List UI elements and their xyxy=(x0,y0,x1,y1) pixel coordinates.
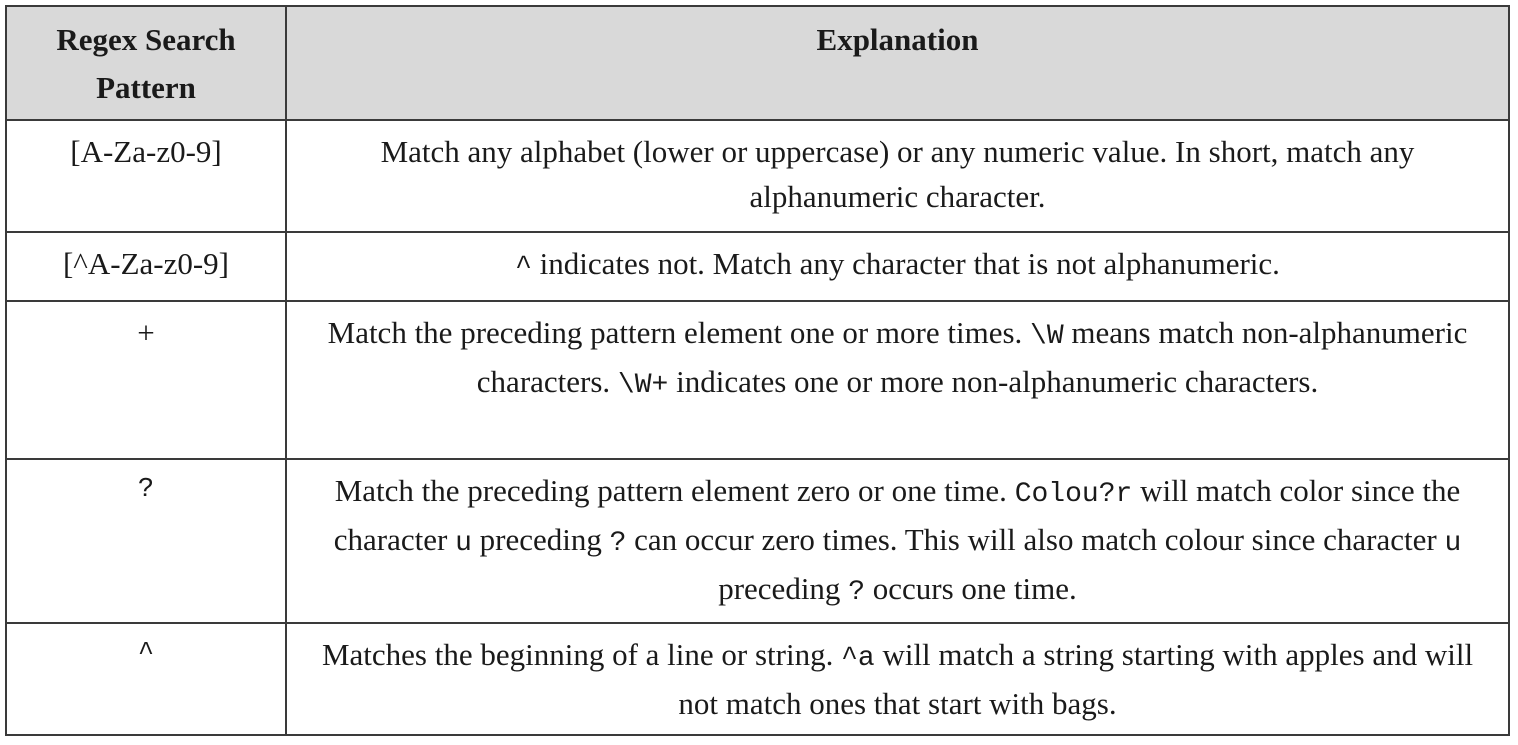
code-snippet: \W+ xyxy=(617,370,669,401)
code-snippet: \W xyxy=(1030,321,1064,352)
table-row: ^ Matches the beginning of a line or str… xyxy=(5,622,1510,736)
explanation-text: will match a string starting with apples… xyxy=(678,637,1474,721)
code-snippet: u xyxy=(1444,528,1462,559)
table-row: [^A-Za-z0-9] ^ indicates not. Match any … xyxy=(5,231,1510,302)
code-snippet: ? xyxy=(609,528,627,559)
code-snippet: ? xyxy=(848,577,865,608)
explanation-text: preceding xyxy=(471,522,610,557)
explanation-text: will match color since the character xyxy=(333,473,1461,557)
table-row: ? Match the preceding pattern element ze… xyxy=(5,458,1510,624)
table-row: + Match the preceding pattern element on… xyxy=(5,300,1510,460)
explanation-text: Match any alphabet (lower or uppercase) … xyxy=(380,134,1415,214)
explanation-text: occurs one time. xyxy=(865,571,1077,606)
explanation-cell: Match the preceding pattern element zero… xyxy=(285,458,1510,624)
explanation-text: means match non-alphanumeric characters. xyxy=(476,315,1468,399)
header-row: Regex Search Pattern Explanation xyxy=(5,5,1510,121)
explanation-text: can occur zero times. This will also mat… xyxy=(626,522,1445,557)
explanation-text: Matches the beginning of a line or strin… xyxy=(321,637,842,672)
header-pattern: Regex Search Pattern xyxy=(5,5,287,121)
explanation-text: indicates one or more non-alphanumeric c… xyxy=(668,364,1319,399)
pattern-cell: + xyxy=(5,300,287,460)
explanation-cell: Match any alphabet (lower or uppercase) … xyxy=(285,119,1510,233)
pattern-cell: [A-Za-z0-9] xyxy=(5,119,287,233)
pattern-cell: ^ xyxy=(5,622,287,736)
explanation-cell: Match the preceding pattern element one … xyxy=(285,300,1510,460)
pattern-cell: [^A-Za-z0-9] xyxy=(5,231,287,302)
explanation-text: Match the preceding pattern element zero… xyxy=(334,473,1015,508)
explanation-cell: ^ indicates not. Match any character tha… xyxy=(285,231,1510,302)
header-explanation: Explanation xyxy=(285,5,1510,121)
code-snippet: ^ xyxy=(515,252,532,283)
code-snippet: u xyxy=(455,528,472,559)
code-snippet: Colou?r xyxy=(1014,479,1133,510)
explanation-text: indicates not. Match any character that … xyxy=(531,246,1280,281)
regex-table: Regex Search Pattern Explanation [A-Za-z… xyxy=(5,5,1510,736)
code-snippet: ^a xyxy=(841,643,875,674)
explanation-text: Match the preceding pattern element one … xyxy=(327,315,1031,350)
table-row: [A-Za-z0-9] Match any alphabet (lower or… xyxy=(5,119,1510,233)
explanation-cell: Matches the beginning of a line or strin… xyxy=(285,622,1510,736)
pattern-cell: ? xyxy=(5,458,287,624)
explanation-text: preceding xyxy=(718,571,849,606)
